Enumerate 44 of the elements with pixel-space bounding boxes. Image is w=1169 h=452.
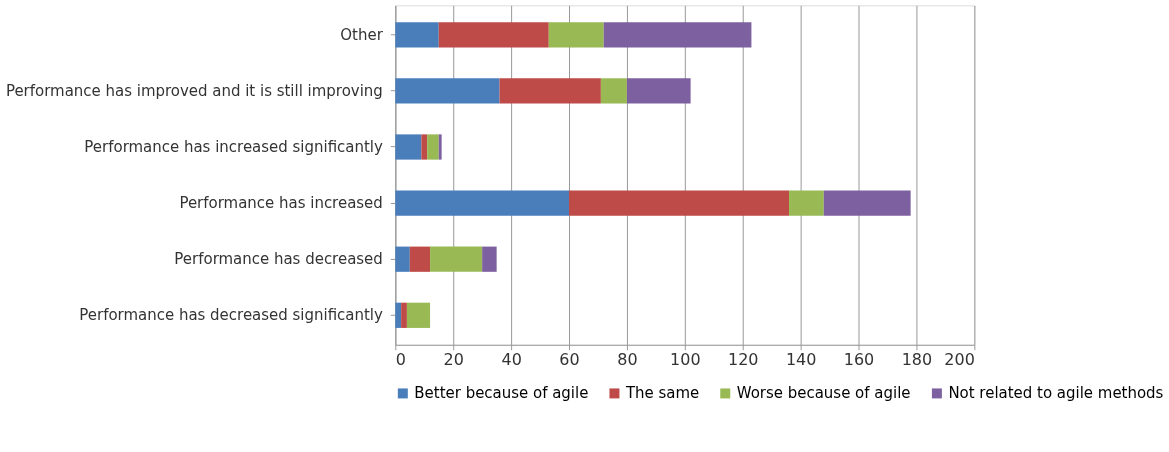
legend-label: Worse because of agile bbox=[736, 384, 911, 403]
bar bbox=[548, 22, 604, 48]
bar bbox=[438, 134, 442, 160]
x-tick-label: 0 bbox=[395, 350, 406, 370]
bar bbox=[421, 134, 428, 160]
x-tick-label: 180 bbox=[901, 350, 933, 370]
bar bbox=[600, 78, 627, 104]
bar bbox=[395, 190, 570, 216]
x-tick-label: 160 bbox=[843, 350, 875, 370]
legend-label: Not related to agile methods bbox=[948, 384, 1164, 403]
y-tick-label: Performance has increased bbox=[179, 194, 383, 213]
x-tick-label: 140 bbox=[785, 350, 817, 370]
bar bbox=[482, 246, 497, 272]
bar bbox=[395, 78, 500, 104]
x-tick-label: 200 bbox=[944, 350, 975, 370]
bar bbox=[395, 22, 439, 48]
y-tick-label: Performance has improved and it is still improving bbox=[5, 81, 383, 100]
bar bbox=[430, 246, 483, 272]
bar bbox=[401, 302, 407, 328]
bar bbox=[406, 302, 431, 328]
bar bbox=[569, 190, 790, 216]
bar bbox=[395, 134, 422, 160]
bar bbox=[395, 246, 410, 272]
y-tick-label: Performance has decreased significantly bbox=[79, 306, 383, 325]
bar bbox=[438, 22, 549, 48]
x-tick-label: 40 bbox=[501, 350, 522, 370]
x-tick-label: 120 bbox=[727, 350, 759, 370]
bar bbox=[395, 302, 402, 328]
x-tick-label: 60 bbox=[559, 350, 580, 370]
bar bbox=[499, 78, 601, 104]
y-tick-label: Other bbox=[340, 25, 384, 44]
bar bbox=[409, 246, 431, 272]
bar bbox=[603, 22, 752, 48]
bar bbox=[427, 134, 439, 160]
y-tick-label: Performance has decreased bbox=[174, 250, 383, 269]
bar bbox=[789, 190, 824, 216]
bar bbox=[823, 190, 911, 216]
legend-label: Better because of agile bbox=[414, 384, 589, 403]
x-tick-label: 100 bbox=[670, 350, 701, 370]
x-tick-label: 20 bbox=[443, 350, 464, 370]
legend-label: The same bbox=[624, 384, 700, 403]
y-tick-label: Performance has increased significantly bbox=[84, 137, 383, 156]
bar bbox=[626, 78, 691, 104]
x-tick-label: 80 bbox=[617, 350, 638, 370]
